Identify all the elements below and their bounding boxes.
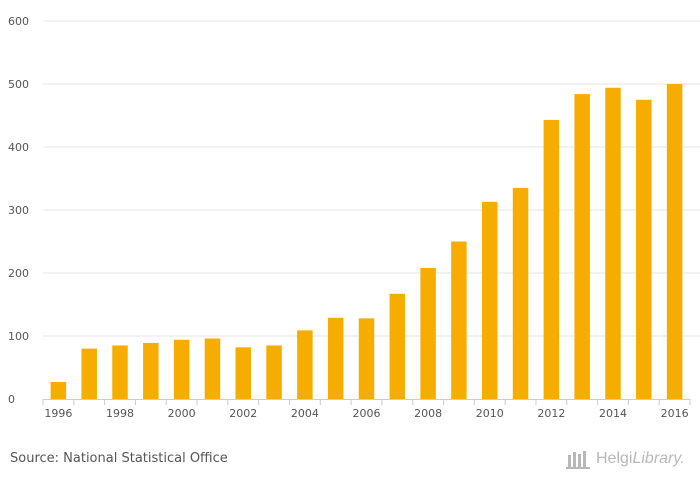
x-tick-label-2012: 2012: [537, 407, 565, 420]
bar-2007: [389, 293, 406, 399]
x-tick-label-2016: 2016: [661, 407, 689, 420]
bar-2015: [636, 99, 652, 399]
bar-2014: [605, 87, 621, 399]
bar-1997: [81, 348, 97, 399]
y-tick-label-600: 600: [8, 15, 29, 28]
y-tick-label-200: 200: [8, 267, 29, 280]
y-tick-label-300: 300: [8, 204, 29, 217]
x-tick-label-2004: 2004: [291, 407, 319, 420]
y-tick-label-400: 400: [8, 141, 29, 154]
x-tick-label-2014: 2014: [599, 407, 627, 420]
y-tick-label-500: 500: [8, 78, 29, 91]
y-tick-label-100: 100: [8, 330, 29, 343]
x-tick-label-2010: 2010: [476, 407, 504, 420]
bar-2006: [358, 318, 375, 399]
bar-2003: [266, 345, 282, 399]
bar-2012: [543, 119, 560, 399]
helgi-library-logo[interactable]: HelgiLibrary.: [566, 448, 685, 470]
x-tick-label-1998: 1998: [106, 407, 134, 420]
logo-brand: Helgi: [596, 449, 633, 467]
bar-2005: [327, 317, 344, 399]
bar-chart: 0 100 200 300 400 500 600 1996 1998 2000 2002 2004 2…: [8, 15, 700, 420]
x-tick-label-1996: 1996: [44, 407, 72, 420]
bar-2000: [173, 339, 190, 399]
source-note: Source: National Statistical Office: [10, 451, 228, 466]
x-tick-label-2002: 2002: [229, 407, 257, 420]
bar-2013: [574, 94, 590, 399]
bar-1998: [112, 345, 128, 399]
bar-2008: [420, 267, 436, 399]
bar-2002: [235, 347, 252, 399]
bar-2001: [204, 338, 221, 399]
bar-2010: [481, 201, 498, 399]
x-tick-label-2008: 2008: [414, 407, 442, 420]
logo-suffix: Library.: [632, 449, 685, 467]
bar-2011: [512, 187, 529, 399]
helgi-library-logo-icon: [566, 451, 590, 469]
bar-2004: [297, 330, 313, 399]
x-tick-label-2000: 2000: [168, 407, 196, 420]
y-tick-label-0: 0: [8, 393, 15, 406]
bar-1996: [50, 381, 67, 399]
x-tick-label-2006: 2006: [353, 407, 381, 420]
bar-2016: [666, 84, 683, 399]
bar-1999: [143, 342, 159, 399]
bar-2009: [451, 241, 467, 399]
